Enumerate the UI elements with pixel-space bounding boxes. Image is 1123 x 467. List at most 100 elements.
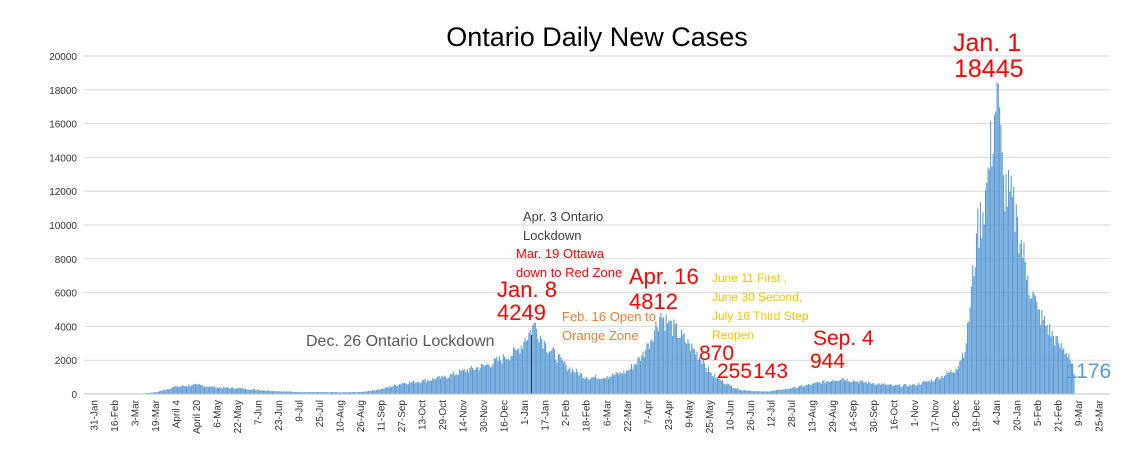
bar <box>983 224 985 394</box>
bar <box>306 392 308 394</box>
bar <box>659 317 661 394</box>
bar <box>360 391 362 394</box>
bar <box>616 372 618 394</box>
bar <box>397 385 399 394</box>
bar <box>260 390 262 394</box>
bar <box>175 386 177 394</box>
bar <box>791 388 793 394</box>
bar <box>875 384 878 394</box>
bar <box>525 341 527 394</box>
bar <box>200 384 202 394</box>
bar <box>813 382 815 394</box>
bar <box>420 382 422 394</box>
bar <box>538 342 540 394</box>
annotation-sep4-value: 944 <box>810 350 845 373</box>
bar <box>287 391 289 394</box>
bar <box>683 333 685 394</box>
x-tick-label: 17-Jan <box>541 400 552 431</box>
bar <box>556 362 558 394</box>
bar <box>283 391 285 394</box>
bar <box>1073 374 1075 394</box>
bar <box>507 358 509 394</box>
bar <box>454 375 456 394</box>
bar <box>248 389 250 394</box>
bar <box>788 389 790 394</box>
bar <box>890 384 892 394</box>
bar <box>375 389 377 394</box>
bar <box>688 343 690 394</box>
bar <box>759 391 761 394</box>
y-tick-label: 10000 <box>49 221 77 232</box>
bar <box>280 391 282 394</box>
bar <box>924 381 926 394</box>
bar <box>515 350 517 394</box>
bar <box>324 391 326 394</box>
bar <box>319 392 321 394</box>
bar <box>949 372 951 394</box>
bar <box>841 378 843 394</box>
bar <box>752 390 754 394</box>
bar <box>588 379 590 394</box>
bar <box>754 391 756 394</box>
bar <box>665 314 667 394</box>
bar <box>456 374 458 394</box>
x-tick-label: 5-Feb <box>1033 400 1044 427</box>
annotation-jan8-value: 4249 <box>497 300 546 325</box>
bar <box>681 329 683 394</box>
bar <box>337 392 339 394</box>
bar <box>715 378 717 394</box>
bar <box>620 373 622 394</box>
bar <box>412 380 415 394</box>
bar <box>409 381 411 394</box>
bar <box>672 336 674 394</box>
bar <box>510 356 512 394</box>
bar <box>873 383 875 394</box>
bar <box>711 375 713 394</box>
bar <box>256 389 258 394</box>
bar <box>888 384 890 394</box>
bar <box>148 392 150 394</box>
bar <box>489 367 491 394</box>
bar <box>978 247 980 394</box>
x-tick-label: 16-Feb <box>110 400 121 432</box>
x-tick-label: 1-Nov <box>910 400 921 427</box>
bar <box>296 391 298 394</box>
bar <box>916 385 919 394</box>
bar <box>298 391 300 394</box>
x-tick-label: April 20 <box>192 400 203 434</box>
x-tick-label: 10-Jun <box>725 400 736 431</box>
bar <box>589 378 592 394</box>
bar <box>689 351 692 394</box>
bar <box>1000 124 1002 394</box>
bar <box>389 387 391 394</box>
bar <box>597 377 599 394</box>
annotation-v870: 870 <box>699 342 734 365</box>
bar <box>568 369 570 394</box>
bar <box>707 366 710 394</box>
bar <box>724 384 726 394</box>
bar <box>823 380 825 394</box>
bar <box>482 364 484 394</box>
bar <box>713 376 715 394</box>
x-tick-label: 22-May <box>233 400 244 433</box>
bar <box>203 387 205 394</box>
bar <box>285 391 288 394</box>
bar <box>198 384 200 394</box>
bar <box>292 391 294 394</box>
bar <box>1052 335 1055 394</box>
bar <box>706 371 708 394</box>
bar <box>951 372 953 394</box>
bar <box>266 390 268 394</box>
bar <box>647 343 649 394</box>
bar <box>700 359 702 394</box>
bar <box>219 387 221 394</box>
bar <box>870 383 872 394</box>
bar <box>584 378 586 394</box>
bar <box>396 385 398 394</box>
bar <box>432 378 434 394</box>
bar <box>452 371 454 394</box>
bar <box>668 321 670 394</box>
y-tick-label: 0 <box>71 390 77 401</box>
